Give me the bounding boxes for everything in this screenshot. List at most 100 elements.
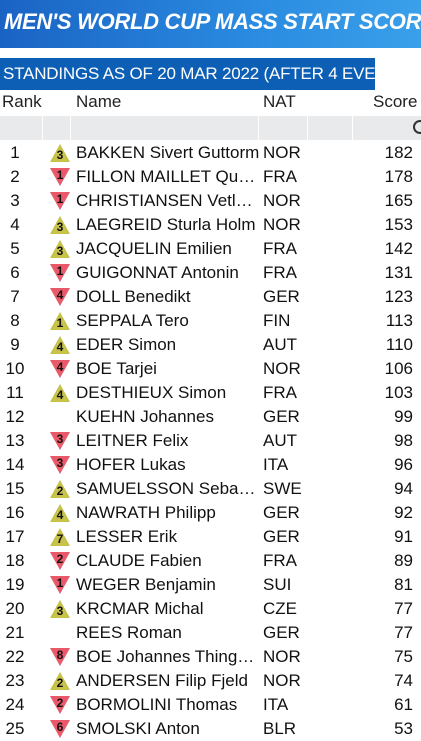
- table-row[interactable]: 6 1 GUIGONNAT Antonin FRA 131: [0, 261, 421, 285]
- table-row[interactable]: 17 7 LESSER Erik GER 91: [0, 525, 421, 549]
- table-row[interactable]: 13 3 LEITNER Felix AUT 98: [0, 429, 421, 453]
- athlete-name: BOE Tarjei: [76, 359, 157, 378]
- rank-cell: 20: [5, 599, 25, 618]
- athlete-name: BOE Johannes Thingnes: [76, 647, 260, 666]
- rank-cell: 7: [10, 287, 20, 306]
- rank-up-icon: 3: [50, 240, 70, 258]
- table-row[interactable]: 21 REES Roman GER 77: [0, 621, 421, 645]
- nation-code: ITA: [263, 695, 289, 714]
- athlete-name: LAEGREID Sturla Holm: [76, 215, 256, 234]
- score-value: 96: [394, 455, 413, 474]
- score-value: 182: [384, 143, 413, 162]
- rank-cell: 19: [5, 575, 25, 594]
- athlete-name: REES Roman: [76, 623, 182, 642]
- score-value: 77: [394, 623, 413, 642]
- score-value: 81: [394, 575, 413, 594]
- rank-cell: 2: [10, 167, 20, 186]
- nation-code: FRA: [263, 383, 297, 402]
- score-value: 75: [394, 647, 413, 666]
- nation-code: GER: [263, 527, 300, 546]
- table-row[interactable]: 16 4 NAWRATH Philipp GER 92: [0, 501, 421, 525]
- table-row[interactable]: 3 1 CHRISTIANSEN Vetle S… NOR 165: [0, 189, 421, 213]
- nation-code: AUT: [263, 335, 297, 354]
- page-title: MEN'S WORLD CUP MASS START SCORE: [4, 9, 421, 34]
- filter-row: [0, 116, 421, 140]
- table-row[interactable]: 12 KUEHN Johannes GER 99: [0, 405, 421, 429]
- table-row[interactable]: 18 2 CLAUDE Fabien FRA 89: [0, 549, 421, 573]
- rank-cell: 8: [10, 311, 20, 330]
- table-row[interactable]: 2 1 FILLON MAILLET Quentin FRA 178: [0, 165, 421, 189]
- column-header-score[interactable]: Score: [373, 92, 418, 111]
- athlete-name: WEGER Benjamin: [76, 575, 216, 594]
- nation-code: FIN: [263, 311, 291, 330]
- score-value: 89: [394, 551, 413, 570]
- table-row[interactable]: 24 2 BORMOLINI Thomas ITA 61: [0, 693, 421, 717]
- rank-up-icon: 3: [50, 144, 70, 162]
- nation-code: NOR: [263, 359, 301, 378]
- table-row[interactable]: 11 4 DESTHIEUX Simon FRA 103: [0, 381, 421, 405]
- rank-down-icon: 4: [50, 360, 70, 378]
- rank-down-icon: 1: [50, 576, 70, 594]
- rank-change-value: 1: [56, 576, 64, 590]
- standings-subheader: STANDINGS AS OF 20 MAR 2022 (AFTER 4 EVE…: [0, 58, 414, 90]
- column-header-name[interactable]: Name: [76, 92, 122, 111]
- nation-code: FRA: [263, 263, 297, 282]
- rank-up-icon: 2: [50, 480, 70, 498]
- table-row[interactable]: 23 2 ANDERSEN Filip Fjeld NOR 74: [0, 669, 421, 693]
- table-row[interactable]: 19 1 WEGER Benjamin SUI 81: [0, 573, 421, 597]
- table-row[interactable]: 7 4 DOLL Benedikt GER 123: [0, 285, 421, 309]
- table-row[interactable]: 10 4 BOE Tarjei NOR 106: [0, 357, 421, 381]
- athlete-name: BORMOLINI Thomas: [76, 695, 238, 714]
- rank-up-icon: 4: [50, 384, 70, 402]
- rank-change-value: 3: [56, 220, 64, 234]
- nation-code: NOR: [263, 143, 301, 162]
- score-value: 99: [394, 407, 413, 426]
- rank-down-icon: 1: [50, 264, 70, 282]
- rank-cell: 12: [5, 407, 25, 426]
- nation-code: FRA: [263, 167, 297, 186]
- rank-up-icon: 4: [50, 336, 70, 354]
- athlete-name: EDER Simon: [76, 335, 177, 354]
- column-header-nat[interactable]: NAT: [263, 92, 296, 111]
- score-value: 131: [384, 263, 413, 282]
- athlete-name: JACQUELIN Emilien: [76, 239, 232, 258]
- table-row[interactable]: 4 3 LAEGREID Sturla Holm NOR 153: [0, 213, 421, 237]
- athlete-name: FILLON MAILLET Quentin: [76, 167, 260, 186]
- table-row[interactable]: 22 8 BOE Johannes Thingnes NOR 75: [0, 645, 421, 669]
- subheader-spacer: [375, 58, 421, 90]
- rank-change-value: 6: [56, 720, 64, 734]
- rank-down-icon: 2: [50, 552, 70, 570]
- rank-down-icon: 2: [50, 696, 70, 714]
- table-row[interactable]: 9 4 EDER Simon AUT 110: [0, 333, 421, 357]
- search-icon[interactable]: [413, 120, 421, 134]
- rank-change-value: 1: [56, 316, 64, 330]
- rank-cell: 21: [5, 623, 25, 642]
- column-header-rank[interactable]: Rank: [2, 92, 42, 111]
- nation-code: NOR: [263, 671, 301, 690]
- header-banner: MEN'S WORLD CUP MASS START SCORE: [0, 0, 421, 48]
- athlete-name: BAKKEN Sivert Guttorm: [76, 143, 260, 162]
- rank-cell: 1: [10, 143, 20, 162]
- rank-cell: 24: [5, 695, 25, 714]
- athlete-name: CLAUDE Fabien: [76, 551, 202, 570]
- rank-change-value: 3: [56, 456, 64, 470]
- rank-cell: 9: [10, 335, 20, 354]
- rank-cell: 16: [5, 503, 25, 522]
- rank-down-icon: 1: [50, 168, 70, 186]
- rank-change-value: 2: [56, 484, 64, 498]
- rank-up-icon: 3: [50, 216, 70, 234]
- table-row[interactable]: 5 3 JACQUELIN Emilien FRA 142: [0, 237, 421, 261]
- rank-cell: 11: [6, 383, 24, 402]
- table-row[interactable]: 25 6 SMOLSKI Anton BLR 53: [0, 717, 421, 741]
- table-row[interactable]: 1 3 BAKKEN Sivert Guttorm NOR 182: [0, 141, 421, 165]
- score-value: 110: [385, 335, 413, 354]
- athlete-name: ANDERSEN Filip Fjeld: [76, 671, 248, 690]
- table-row[interactable]: 15 2 SAMUELSSON Sebastian SWE 94: [0, 477, 421, 501]
- column-divider: [42, 92, 43, 140]
- table-row[interactable]: 14 3 HOFER Lukas ITA 96: [0, 453, 421, 477]
- table-row[interactable]: 8 1 SEPPALA Tero FIN 113: [0, 309, 421, 333]
- rank-change-value: 4: [56, 288, 64, 302]
- rank-up-icon: 1: [50, 312, 70, 330]
- athlete-name: DESTHIEUX Simon: [76, 383, 227, 402]
- table-row[interactable]: 20 3 KRCMAR Michal CZE 77: [0, 597, 421, 621]
